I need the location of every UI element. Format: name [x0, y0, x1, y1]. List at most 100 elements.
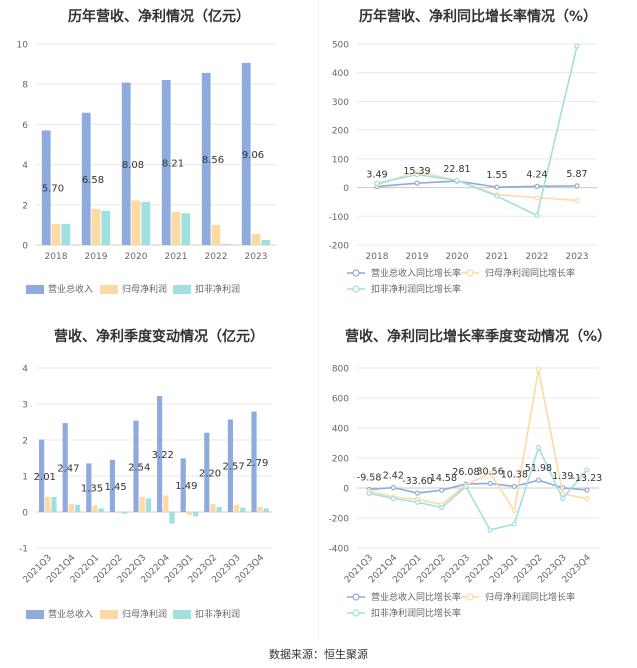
- bar: [201, 72, 211, 245]
- data-label: 9.06: [242, 150, 264, 161]
- legend-marker: [352, 609, 360, 617]
- legend-swatch: [100, 610, 118, 619]
- bar: [211, 224, 221, 245]
- point: [511, 521, 517, 527]
- x-tick-label: 2023: [245, 252, 268, 262]
- point: [574, 197, 580, 204]
- x-tick-label: 2018: [45, 252, 68, 262]
- bar: [133, 420, 139, 512]
- bar: [216, 506, 222, 512]
- legend-swatch: [26, 285, 44, 294]
- bar: [101, 210, 111, 245]
- bar: [186, 512, 192, 515]
- data-label: 30.56: [476, 466, 503, 477]
- bar: [204, 432, 210, 512]
- data-label: 2.20: [199, 468, 221, 479]
- legend-label: 归母净利润同比增长率: [485, 591, 575, 603]
- point: [390, 495, 396, 502]
- data-labels: 2.012.471.35 1.452.543.22 1.492.202.57 2.79: [34, 450, 269, 495]
- point: [487, 480, 493, 487]
- bar: [261, 239, 271, 245]
- series-line: [368, 445, 588, 531]
- legend-marker: [352, 593, 360, 601]
- data-label: 2.79: [246, 458, 268, 469]
- y-tick-label: 4: [22, 365, 28, 375]
- point: [535, 444, 542, 451]
- y-tick-label: 1: [22, 473, 28, 483]
- data-label: 2.42: [383, 471, 404, 482]
- data-label: -9.58: [357, 472, 382, 483]
- point: [535, 366, 542, 373]
- point: [494, 193, 500, 199]
- bar: [180, 458, 186, 512]
- data-label: 5.87: [566, 169, 587, 180]
- data-label: 1.45: [104, 482, 126, 493]
- bar: [227, 419, 234, 512]
- series-line: [369, 479, 587, 494]
- x-tick-label: 2020: [446, 252, 469, 262]
- data-label: -33.60: [402, 476, 433, 487]
- legend-label: 扣非净利润同比增长率: [371, 283, 461, 295]
- data-label: 1.49: [175, 481, 197, 492]
- data-label: -14.58: [426, 473, 457, 484]
- point: [414, 172, 420, 178]
- data-label: 1.55: [486, 170, 507, 181]
- bar: [163, 495, 169, 512]
- chart-title: 营收、净利季度变动情况（亿元）: [54, 329, 264, 345]
- legend-label: 归母净利润: [122, 608, 167, 620]
- bar: [234, 504, 240, 512]
- bar: [251, 411, 257, 512]
- data-label: 4.24: [526, 169, 547, 180]
- point: [574, 43, 580, 49]
- bar: [251, 233, 261, 245]
- data-label: 26.08: [452, 467, 479, 478]
- bar: [86, 463, 92, 512]
- y-tick-label: 400: [332, 425, 349, 435]
- legend-label: 归母净利润同比增长率: [485, 267, 575, 279]
- y-axis: -400 -200 0 200 400 600 800: [329, 365, 599, 555]
- legend-label: 归母净利润: [122, 283, 167, 295]
- bar: [192, 512, 199, 517]
- x-tick-label: 2018: [366, 252, 389, 262]
- point: [454, 177, 460, 183]
- annual-line-chart: -200 -100 0 100 200 300 400 500 2018 2019 2020 2021…: [329, 41, 597, 295]
- legend-swatch: [100, 285, 118, 294]
- bar: [122, 512, 128, 514]
- bar: [68, 504, 74, 512]
- legend-item: 归母净利润: [100, 608, 167, 620]
- legend-label: 扣非净利润同比增长率: [371, 607, 461, 619]
- bar: [62, 423, 68, 512]
- bar: [131, 200, 141, 245]
- y-tick-label: 2: [22, 437, 28, 447]
- data-labels: -9.58 2.42-33.60-14.5826.0830.5610.3851.9…: [357, 463, 602, 487]
- x-tick-label: 2022: [526, 252, 549, 262]
- point: [584, 487, 590, 493]
- series-2: [366, 366, 590, 514]
- data-label: 1.39: [552, 471, 573, 482]
- x-tick-label: 2022: [205, 252, 228, 262]
- point: [439, 487, 445, 493]
- data-labels: 3.49 15.39 22.81 1.55 4.24 5.87: [366, 164, 587, 181]
- bar: [116, 512, 122, 514]
- point: [560, 495, 566, 502]
- y-tick-label: 0: [22, 509, 28, 519]
- data-label: 51.98: [525, 463, 552, 474]
- x-axis: 2018 2019 2020 2021 2022 2023: [366, 252, 589, 262]
- legend-marker: [466, 269, 474, 277]
- bar: [210, 504, 216, 512]
- annual-bar-panel: 历年营收、净利情况（亿元） 0 2 4 6 8 10 2018 2019 2020 2021 202…: [0, 0, 318, 320]
- y-tick-label: -1: [19, 545, 28, 555]
- point: [511, 507, 517, 514]
- legend-item: 扣非净利润同比增长率: [347, 283, 461, 295]
- bar: [241, 62, 251, 246]
- bar: [109, 459, 116, 512]
- series-1: [39, 396, 257, 512]
- panel-divider: [318, 0, 319, 640]
- y-tick-label: 6: [22, 121, 28, 131]
- data-label: 6.58: [82, 175, 104, 186]
- point: [534, 183, 540, 189]
- legend-swatch: [173, 610, 191, 619]
- chart-title: 营收、净利同比增长率季度变动情况（%）: [344, 329, 612, 345]
- bar: [240, 507, 246, 512]
- point: [494, 184, 500, 190]
